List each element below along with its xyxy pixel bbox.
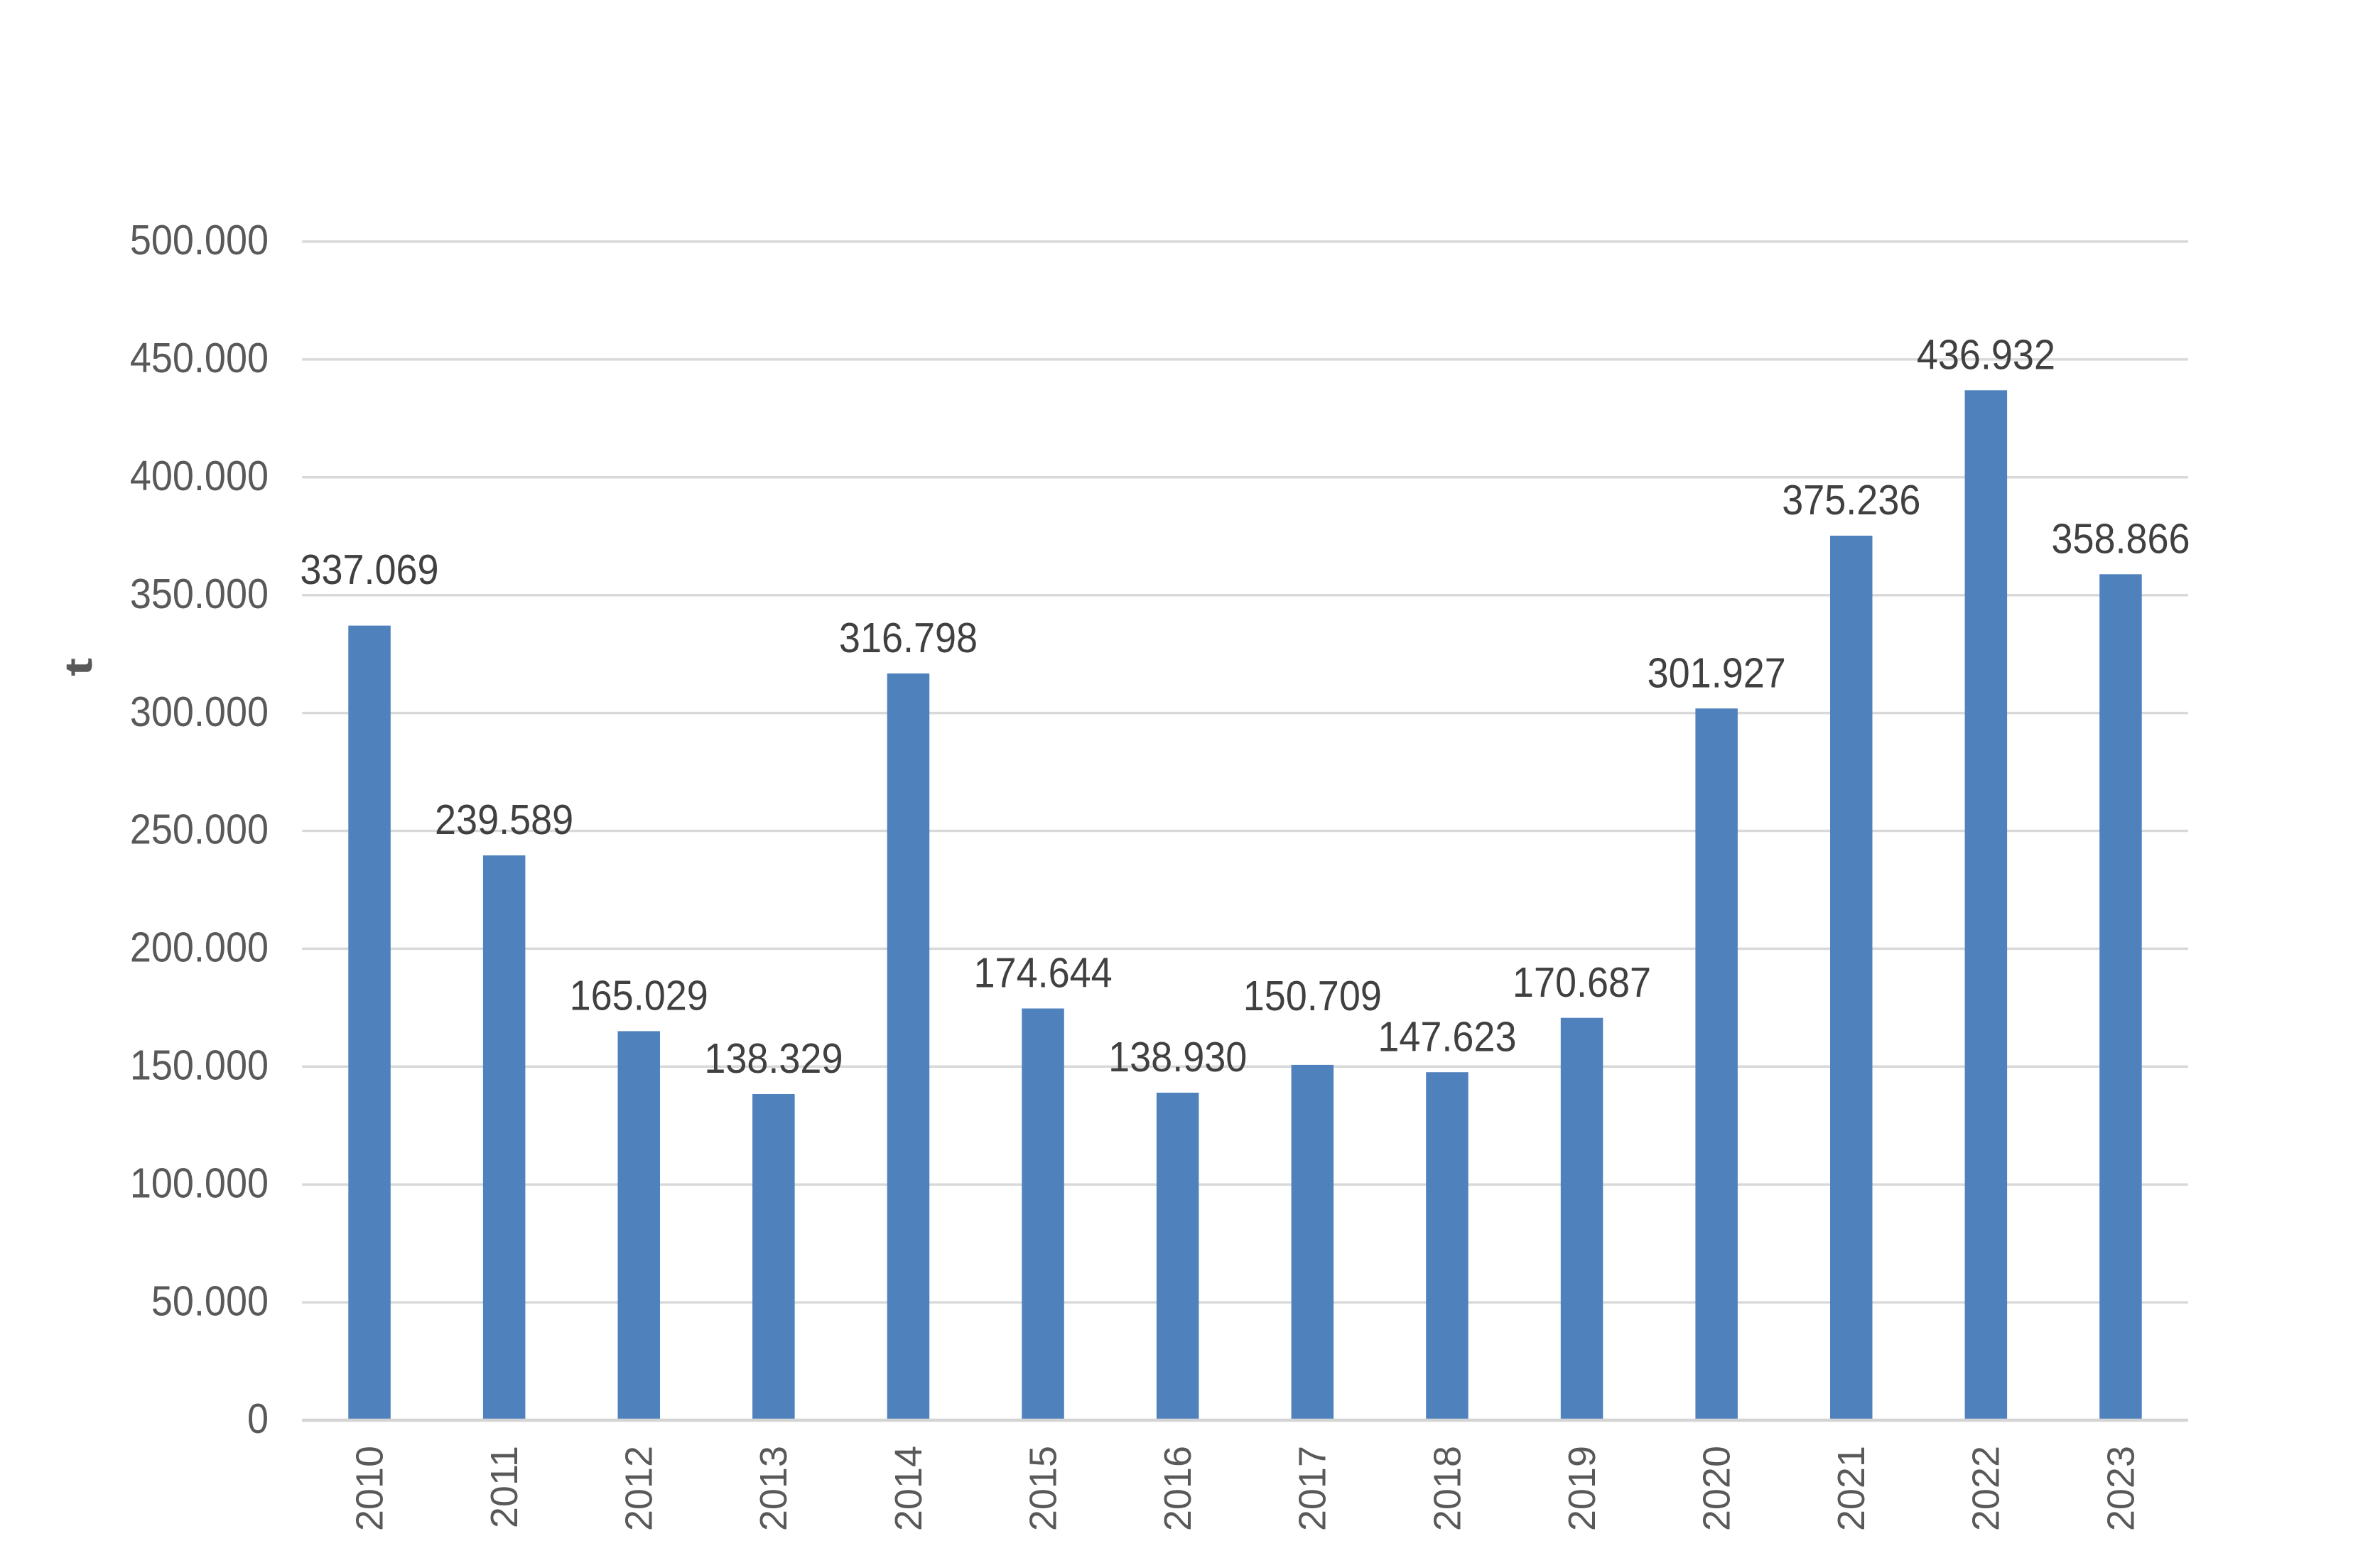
svg-text:50.000: 50.000 <box>151 1278 269 1325</box>
svg-text:t: t <box>58 658 100 676</box>
svg-text:0: 0 <box>247 1396 269 1443</box>
svg-text:2021: 2021 <box>1830 1446 1873 1531</box>
svg-text:250.000: 250.000 <box>130 806 269 853</box>
svg-text:375.236: 375.236 <box>1782 477 1920 524</box>
svg-text:2010: 2010 <box>348 1446 391 1531</box>
svg-text:170.687: 170.687 <box>1513 960 1651 1007</box>
svg-text:165.029: 165.029 <box>570 973 708 1020</box>
svg-text:150.709: 150.709 <box>1243 973 1382 1020</box>
svg-text:2020: 2020 <box>1696 1446 1738 1531</box>
svg-text:2013: 2013 <box>752 1446 795 1531</box>
svg-text:2022: 2022 <box>1965 1446 2008 1531</box>
svg-text:337.069: 337.069 <box>300 546 438 593</box>
svg-text:2015: 2015 <box>1022 1446 1064 1531</box>
svg-text:2012: 2012 <box>618 1446 661 1531</box>
svg-text:500.000: 500.000 <box>130 217 269 264</box>
svg-text:174.644: 174.644 <box>974 950 1113 997</box>
svg-text:138.930: 138.930 <box>1108 1034 1247 1081</box>
svg-text:436.932: 436.932 <box>1917 332 2055 379</box>
svg-text:239.589: 239.589 <box>435 797 573 844</box>
svg-text:450.000: 450.000 <box>130 335 269 382</box>
svg-text:2014: 2014 <box>887 1446 930 1531</box>
svg-text:2019: 2019 <box>1561 1446 1603 1531</box>
svg-text:2011: 2011 <box>483 1446 526 1528</box>
svg-text:2017: 2017 <box>1292 1446 1334 1531</box>
svg-text:358.866: 358.866 <box>2051 516 2190 563</box>
svg-text:147.623: 147.623 <box>1378 1014 1516 1061</box>
svg-text:2018: 2018 <box>1426 1446 1468 1531</box>
svg-text:316.798: 316.798 <box>839 615 978 662</box>
svg-text:400.000: 400.000 <box>130 453 269 500</box>
svg-text:301.927: 301.927 <box>1648 650 1786 697</box>
svg-text:300.000: 300.000 <box>130 688 269 735</box>
svg-text:350.000: 350.000 <box>130 571 269 618</box>
svg-text:2016: 2016 <box>1157 1446 1199 1531</box>
svg-text:2023: 2023 <box>2099 1446 2142 1531</box>
svg-text:150.000: 150.000 <box>130 1042 269 1089</box>
svg-text:138.329: 138.329 <box>704 1036 843 1083</box>
svg-text:100.000: 100.000 <box>130 1160 269 1207</box>
svg-text:200.000: 200.000 <box>130 924 269 971</box>
